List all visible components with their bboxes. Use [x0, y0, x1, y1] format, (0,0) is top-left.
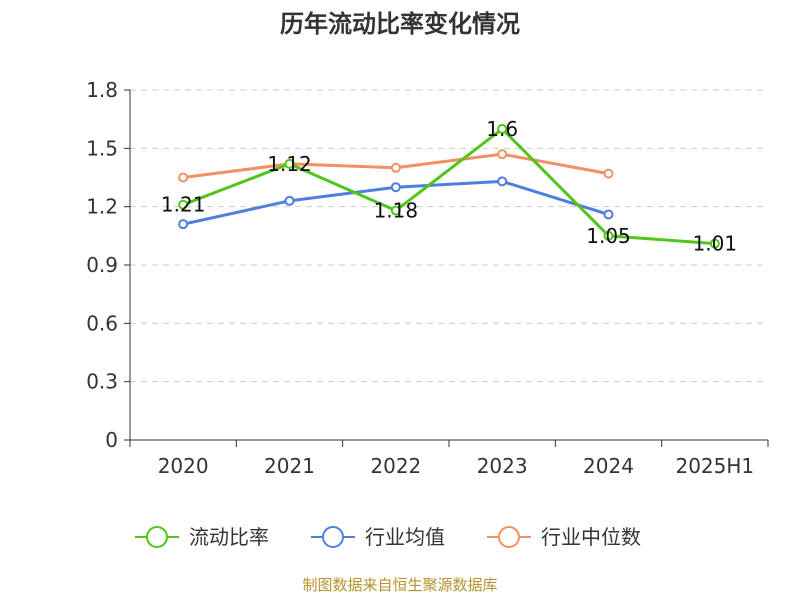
legend-item-0[interactable]: 流动比率: [135, 525, 269, 549]
x-tick-label: 2021: [264, 454, 315, 478]
series-point-0: [390, 205, 401, 216]
y-tick-label: 0.6: [86, 311, 118, 335]
y-tick-label: 1.8: [86, 78, 118, 102]
x-tick-label: 2023: [477, 454, 528, 478]
series-point-2: [603, 168, 614, 179]
y-tick-label: 1.5: [86, 136, 118, 160]
y-tick-label: 0.3: [86, 370, 118, 394]
legend-label: 行业中位数: [541, 525, 641, 549]
series-point-2: [178, 172, 189, 183]
legend-label: 流动比率: [189, 525, 269, 549]
series-point-1: [390, 182, 401, 193]
source-note: 制图数据来自恒生聚源数据库: [302, 576, 497, 594]
series-point-0: [178, 199, 189, 210]
y-tick-label: 0.9: [86, 253, 118, 277]
data-label: 1.6: [486, 117, 518, 141]
legend[interactable]: 流动比率 行业均值 行业中位数: [135, 525, 641, 549]
x-tick-label: 2022: [370, 454, 421, 478]
grid-lines: [130, 89, 768, 383]
legend-marker: [322, 526, 344, 548]
series-line-0: [182, 127, 715, 246]
data-label: 1.12: [267, 152, 312, 176]
series-point-1: [284, 195, 295, 206]
y-tick-label: 1.2: [86, 195, 118, 219]
legend-item-2[interactable]: 行业中位数: [487, 525, 641, 549]
x-tick-label: 2020: [158, 454, 209, 478]
chart-title: 历年流动比率变化情况: [280, 10, 520, 38]
data-label: 1.21: [161, 193, 206, 217]
series-point-0: [709, 238, 720, 249]
data-label: 1.01: [693, 232, 738, 256]
series-point-0: [284, 158, 295, 169]
series-point-1: [497, 176, 508, 187]
series-layer: [178, 123, 720, 249]
data-labels: 1.21 1.12 1.18 1.6 1.05 1.01: [161, 117, 737, 256]
legend-item-1[interactable]: 行业均值: [311, 525, 445, 549]
data-label: 1.05: [586, 224, 631, 248]
series-point-2: [390, 162, 401, 173]
legend-label: 行业均值: [365, 525, 445, 549]
series-point-1: [178, 219, 189, 230]
data-label: 1.18: [374, 199, 419, 223]
series-point-0: [603, 230, 614, 241]
series-point-0: [497, 123, 508, 134]
axes: 0 0.3 0.6 0.9 1.2 1.5 1.8 2020 2021 2022 2023 2024 2…: [86, 78, 769, 478]
legend-marker: [146, 526, 168, 548]
y-tick-label: 0: [105, 428, 118, 452]
series-point-2: [497, 149, 508, 160]
x-tick-label: 2025H1: [675, 454, 754, 478]
legend-marker: [498, 526, 520, 548]
x-tick-label: 2024: [583, 454, 634, 478]
series-point-1: [603, 209, 614, 220]
